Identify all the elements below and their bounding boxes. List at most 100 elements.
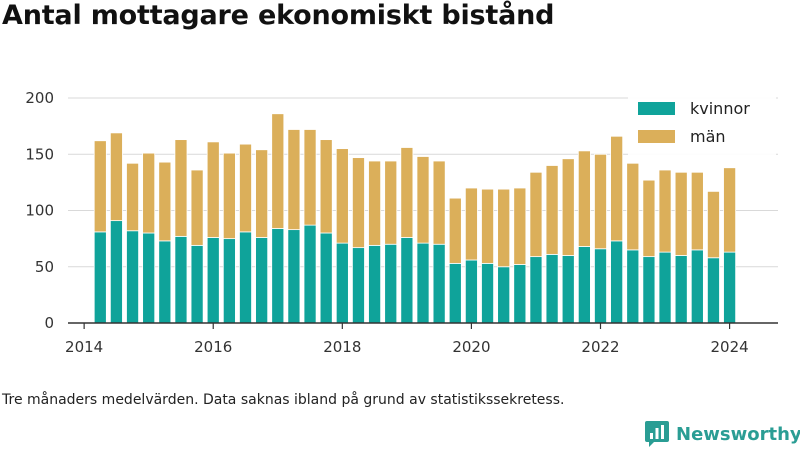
bar-man [126,162,139,232]
bar-man [239,143,252,233]
bar-man [368,160,382,246]
x-tick-label: 2022 [581,338,619,356]
x-tick-label: 2018 [323,338,361,356]
x-tick-label: 2014 [65,338,103,356]
bar-kvinnor [400,237,414,324]
y-tick-label: 150 [25,145,54,163]
y-tick-label: 0 [44,314,54,332]
bar-kvinnor [529,256,543,324]
bar-man [513,187,527,265]
bar-kvinnor [142,232,156,324]
y-tick-label: 50 [35,258,54,276]
bar-kvinnor [109,220,123,324]
bar-man [206,141,220,238]
bar-kvinnor [464,259,478,324]
bar-kvinnor [368,244,382,324]
bar-man [481,188,494,264]
bar-kvinnor [626,249,640,324]
bar-man [400,147,414,238]
chart-caption: Tre månaders medelvärden. Data saknas ib… [2,392,565,408]
bar-kvinnor [158,240,172,324]
bar-kvinnor [319,232,333,324]
bar-man [707,190,720,259]
y-tick-label: 200 [25,89,54,107]
bar-man [610,135,624,242]
bar-kvinnor [690,249,704,324]
stacked-bar-chart: 0 50 100 150 200 2014 2016 2018 2020 2022 2024 kv… [25,89,778,356]
bar-man [255,149,269,238]
bar-man [158,161,172,242]
bar-man [174,139,188,237]
bar-man [271,113,285,229]
bar-kvinnor [384,243,398,324]
bar-man [142,152,156,234]
bar-kvinnor [206,237,220,324]
bar-man [642,179,656,258]
bar-kvinnor [594,248,607,324]
bar-man [448,197,462,264]
bar-kvinnor [287,229,301,324]
bar-man [319,139,333,234]
x-tick-label: 2024 [710,338,748,356]
bar-kvinnor [126,230,139,324]
bar-man [287,129,301,231]
bar-man [658,169,672,253]
bar-kvinnor [222,238,236,324]
bar-kvinnor [335,242,349,324]
legend-swatch [638,130,675,143]
bar-kvinnor [93,231,107,324]
bar-kvinnor [642,256,656,324]
legend: kvinnor män [628,94,776,156]
bar-kvinnor [658,251,672,324]
bar-man [674,171,688,256]
legend-label: män [690,127,726,146]
bar-man [335,148,349,244]
brand-logo[interactable]: Newsworthy [644,420,800,448]
bar-man [384,160,398,245]
bar-kvinnor [416,242,430,324]
bar-kvinnor [255,237,269,324]
bar-man [577,150,591,247]
bar-kvinnor [707,257,720,324]
bar-man [109,132,123,222]
bar-man [190,169,204,246]
y-tick-label: 100 [25,202,54,220]
chart-title: Antal mottagare ekonomiskt bistånd [2,0,555,31]
bar-kvinnor [174,235,188,324]
bar-kvinnor [271,228,285,324]
bar-man [416,156,430,244]
bar-man [529,171,543,258]
newsworthy-logo-icon [645,421,669,447]
x-tick-label: 2020 [452,338,490,356]
bar-man [561,158,575,256]
legend-label: kvinnor [690,99,750,118]
bar-kvinnor [610,240,624,324]
bar-kvinnor [513,264,527,324]
bar-man [432,160,446,245]
bar-man [545,165,559,255]
bar-man [352,157,365,249]
bar-man [594,153,607,250]
bar-man [303,129,317,226]
bar-kvinnor [303,224,317,324]
bar-kvinnor [545,253,559,324]
bar-man [464,187,478,261]
bar-kvinnor [432,243,446,324]
bar-man [723,167,737,253]
bar-man [626,162,640,251]
y-axis: 0 50 100 150 200 [25,89,54,332]
x-axis: 2014 2016 2018 2020 2022 2024 [65,322,778,356]
bar-kvinnor [674,255,688,324]
bar-man [222,152,236,240]
bar-kvinnor [497,266,511,324]
bar-man [93,140,107,233]
bar-kvinnor [561,255,575,324]
bar-man [497,188,511,268]
bar-man [690,171,704,251]
bars [93,113,737,324]
bar-kvinnor [239,231,252,324]
x-tick-label: 2016 [194,338,232,356]
bar-kvinnor [448,262,462,324]
bar-kvinnor [723,251,737,324]
bar-kvinnor [481,262,494,324]
